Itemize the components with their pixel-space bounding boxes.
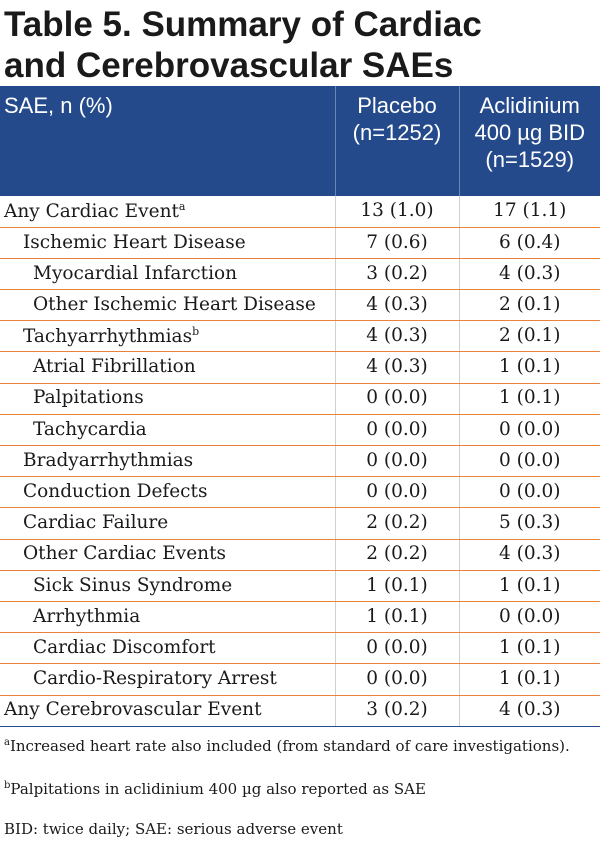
row-label: Cardio-Respiratory Arrest <box>0 663 335 696</box>
placebo-value: 13 (1.0) <box>334 196 459 228</box>
table-title: Table 5. Summary of Cardiac and Cerebrov… <box>0 0 600 86</box>
row-label: Atrial Fibrillation <box>0 351 335 384</box>
footnote-b: bPalpitations in aclidinium 400 µg also … <box>4 779 426 798</box>
placebo-value: 0 (0.0) <box>334 632 459 665</box>
aclidinium-value: 1 (0.1) <box>458 663 600 696</box>
row-label: Ischemic Heart Disease <box>0 227 335 259</box>
table-row: Sick Sinus Syndrome 1 (0.1) 1 (0.1) <box>0 570 600 602</box>
row-label: Myocardial Infarction <box>0 258 335 291</box>
table-row: Conduction Defects 0 (0.0) 0 (0.0) <box>0 476 600 509</box>
header-aclidinium: Aclidinium 400 µg BID (n=1529) <box>458 86 600 196</box>
table-row: Palpitations 0 (0.0) 1 (0.1) <box>0 383 600 415</box>
placebo-value: 2 (0.2) <box>334 539 459 571</box>
aclidinium-value: 2 (0.1) <box>458 289 600 322</box>
footnote-a: aIncreased heart rate also included (fro… <box>4 736 570 755</box>
aclidinium-value: 4 (0.3) <box>458 258 600 291</box>
footnotes: aIncreased heart rate also included (fro… <box>0 727 600 839</box>
placebo-value: 7 (0.6) <box>334 227 459 259</box>
sae-table: SAE, n (%) Placebo (n=1252) Aclidinium 4… <box>0 86 600 727</box>
row-label: Any Cardiac Event <box>4 201 179 223</box>
table-body: Any Cardiac Eventa 13 (1.0) 17 (1.1) Isc… <box>0 196 600 727</box>
row-label: Other Ischemic Heart Disease <box>0 289 335 322</box>
placebo-value: 3 (0.2) <box>334 695 459 727</box>
title-line-1: Table 5. Summary of Cardiac <box>4 5 482 44</box>
aclidinium-value: 1 (0.1) <box>458 570 600 602</box>
row-label: Conduction Defects <box>0 476 335 509</box>
table-row: Cardiac Failure 2 (0.2) 5 (0.3) <box>0 507 600 540</box>
row-label: Other Cardiac Events <box>0 539 335 571</box>
placebo-value: 4 (0.3) <box>334 289 459 322</box>
aclidinium-value: 4 (0.3) <box>458 695 600 727</box>
header-placebo: Placebo (n=1252) <box>334 86 459 196</box>
table-row: Cardio-Respiratory Arrest 0 (0.0) 1 (0.1… <box>0 663 600 696</box>
header-sae: SAE, n (%) <box>0 86 335 196</box>
placebo-value: 0 (0.0) <box>334 445 459 478</box>
aclidinium-value: 0 (0.0) <box>458 476 600 509</box>
table-row: Other Cardiac Events 2 (0.2) 4 (0.3) <box>0 539 600 571</box>
table-row: Any Cerebrovascular Event 3 (0.2) 4 (0.3… <box>0 695 600 727</box>
aclidinium-value: 1 (0.1) <box>458 632 600 665</box>
footnote-mark: b <box>192 325 200 339</box>
table-row: Tachycardia 0 (0.0) 0 (0.0) <box>0 414 600 447</box>
title-line-2: and Cerebrovascular SAEs <box>4 46 454 85</box>
row-label: Cardiac Discomfort <box>0 632 335 665</box>
placebo-value: 1 (0.1) <box>334 601 459 634</box>
placebo-value: 4 (0.3) <box>334 320 459 353</box>
placebo-value: 0 (0.0) <box>334 383 459 415</box>
table-row: Bradyarrhythmias 0 (0.0) 0 (0.0) <box>0 445 600 478</box>
placebo-value: 3 (0.2) <box>334 258 459 291</box>
footnote-abbreviations: BID: twice daily; SAE: serious adverse e… <box>4 819 343 838</box>
footnote-mark: a <box>178 200 186 214</box>
table-row: Cardiac Discomfort 0 (0.0) 1 (0.1) <box>0 632 600 665</box>
aclidinium-value: 1 (0.1) <box>458 383 600 415</box>
placebo-value: 0 (0.0) <box>334 663 459 696</box>
row-label: Sick Sinus Syndrome <box>0 570 335 602</box>
placebo-value: 2 (0.2) <box>334 507 459 540</box>
row-label: Palpitations <box>0 383 335 415</box>
table-row: Myocardial Infarction 3 (0.2) 4 (0.3) <box>0 258 600 291</box>
table-row: Any Cardiac Eventa 13 (1.0) 17 (1.1) <box>0 196 600 228</box>
aclidinium-value: 6 (0.4) <box>458 227 600 259</box>
aclidinium-value: 0 (0.0) <box>458 601 600 634</box>
placebo-value: 1 (0.1) <box>334 570 459 602</box>
row-label: Bradyarrhythmias <box>0 445 335 478</box>
aclidinium-value: 2 (0.1) <box>458 320 600 353</box>
aclidinium-value: 1 (0.1) <box>458 351 600 384</box>
placebo-value: 4 (0.3) <box>334 351 459 384</box>
row-label: Arrhythmia <box>0 601 335 634</box>
table-row: Atrial Fibrillation 4 (0.3) 1 (0.1) <box>0 351 600 384</box>
row-label: Cardiac Failure <box>0 507 335 540</box>
aclidinium-value: 0 (0.0) <box>458 445 600 478</box>
aclidinium-value: 0 (0.0) <box>458 414 600 447</box>
aclidinium-value: 17 (1.1) <box>458 196 600 228</box>
aclidinium-value: 5 (0.3) <box>458 507 600 540</box>
row-label: Tachyarrhythmias <box>23 326 193 348</box>
placebo-value: 0 (0.0) <box>334 414 459 447</box>
aclidinium-value: 4 (0.3) <box>458 539 600 571</box>
row-label: Tachycardia <box>0 414 335 447</box>
row-label: Any Cerebrovascular Event <box>0 695 335 727</box>
table-row: Other Ischemic Heart Disease 4 (0.3) 2 (… <box>0 289 600 322</box>
table-header: SAE, n (%) Placebo (n=1252) Aclidinium 4… <box>0 86 600 196</box>
placebo-value: 0 (0.0) <box>334 476 459 509</box>
table-row: Tachyarrhythmiasb 4 (0.3) 2 (0.1) <box>0 320 600 353</box>
table-row: Arrhythmia 1 (0.1) 0 (0.0) <box>0 601 600 634</box>
table-row: Ischemic Heart Disease 7 (0.6) 6 (0.4) <box>0 227 600 259</box>
